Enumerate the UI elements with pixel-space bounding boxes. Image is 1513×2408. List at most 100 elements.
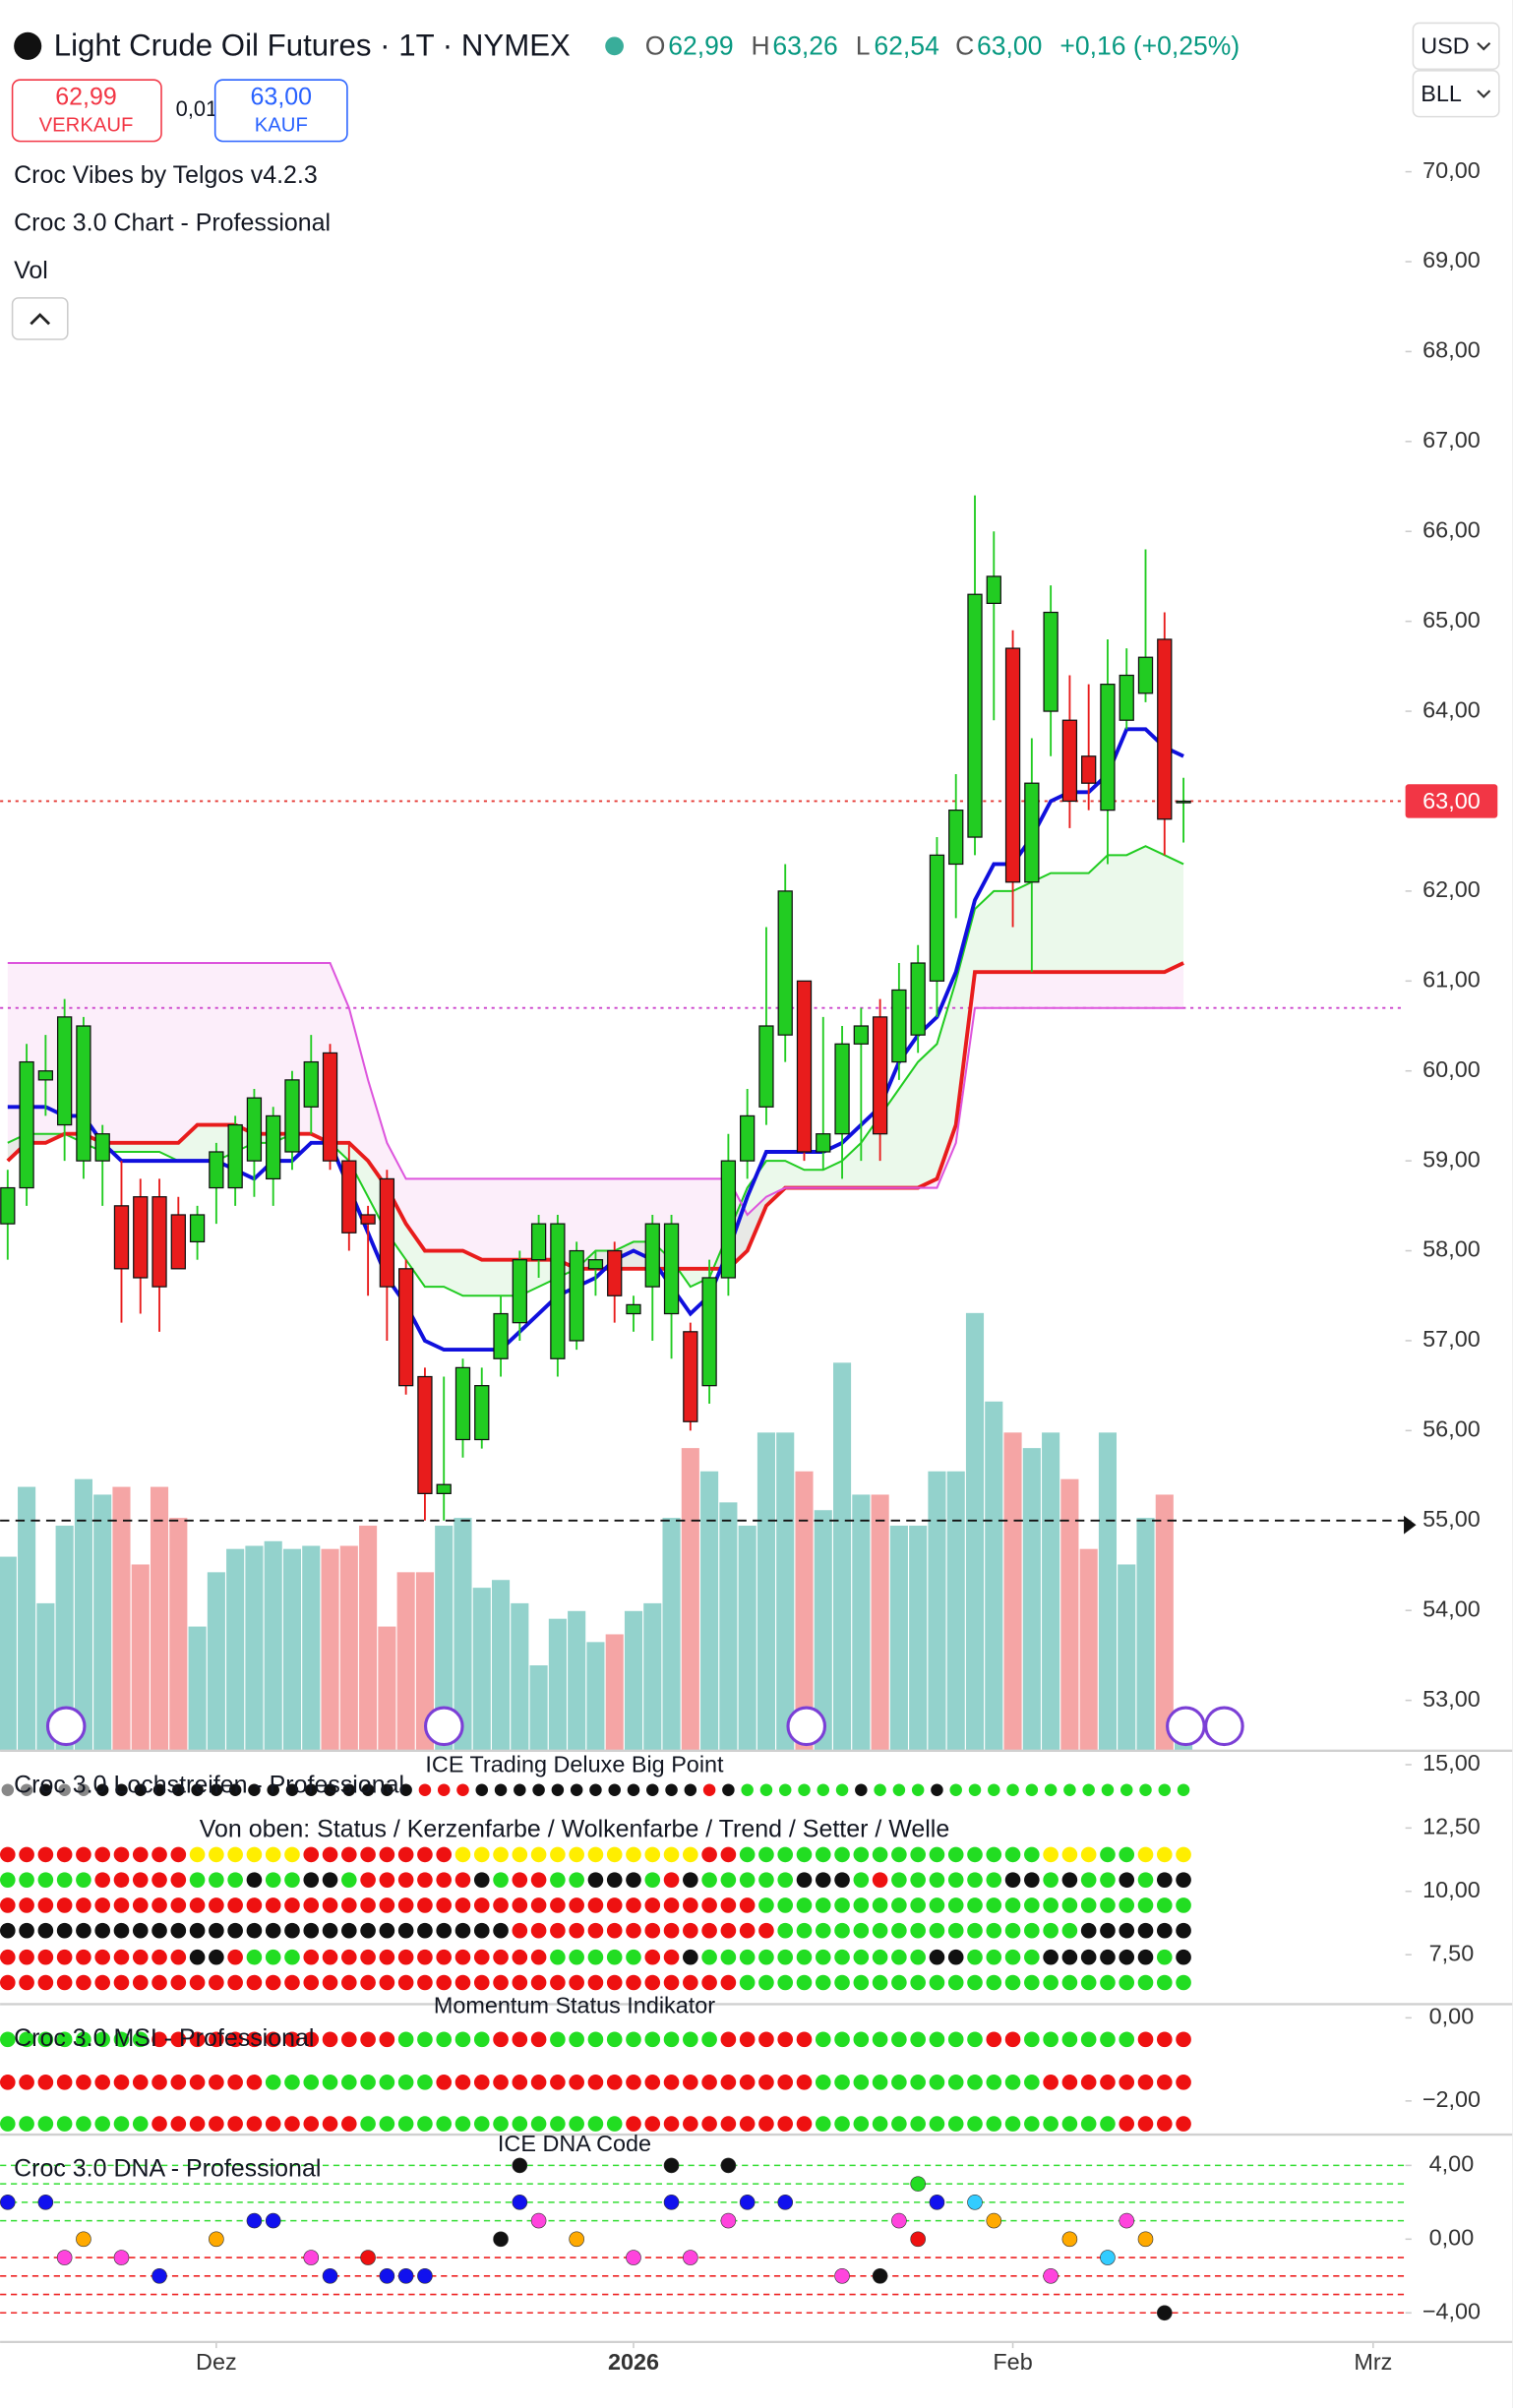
status-dot — [550, 1872, 566, 1888]
status-dot — [1043, 2075, 1059, 2090]
status-dot — [777, 1872, 794, 1888]
status-dot — [132, 1897, 149, 1913]
candle-body — [398, 1268, 414, 1387]
status-dot — [720, 2116, 737, 2132]
status-dot — [76, 1872, 91, 1888]
status-dot — [569, 1949, 584, 1965]
volume-bar — [396, 1572, 415, 1751]
volume-bar — [1098, 1432, 1118, 1751]
status-dot — [872, 1846, 888, 1863]
status-dot — [37, 2116, 54, 2132]
status-dot — [19, 1897, 34, 1913]
status-dot — [626, 2116, 641, 2132]
status-dot — [663, 1922, 680, 1939]
status-dot — [626, 1846, 641, 1863]
volume-bar — [889, 1526, 908, 1751]
status-dot — [1137, 2116, 1154, 2132]
status-dot — [587, 1974, 604, 1991]
dna-dot — [303, 2250, 320, 2265]
candle-body — [56, 1016, 73, 1126]
status-dot — [379, 2031, 395, 2048]
buy-button[interactable] — [213, 79, 348, 143]
volume-bar — [529, 1665, 548, 1751]
status-dot — [644, 1872, 661, 1888]
event-icon[interactable] — [423, 1706, 464, 1747]
status-dot — [796, 1949, 813, 1965]
status-dot — [1119, 1872, 1135, 1888]
price-marker — [1404, 1515, 1417, 1535]
status-dot — [227, 1974, 243, 1991]
volume-bar — [359, 1526, 378, 1751]
y-tick-label: 0,00 — [1429, 2004, 1475, 2029]
status-dot — [929, 1949, 945, 1965]
status-dot — [56, 1872, 73, 1888]
status-dot — [644, 1846, 661, 1863]
status-dot — [587, 1949, 604, 1965]
status-dot — [227, 2075, 243, 2090]
status-dot — [644, 1949, 661, 1965]
status-dot — [94, 1872, 111, 1888]
symbol-logo — [14, 31, 42, 60]
status-dot — [454, 1922, 471, 1939]
status-dot — [56, 1846, 73, 1863]
status-dot — [473, 1897, 490, 1913]
status-dot — [76, 1949, 91, 1965]
event-icon[interactable] — [1166, 1706, 1206, 1747]
status-dot — [569, 1846, 584, 1863]
status-dot — [626, 1922, 641, 1939]
event-icon[interactable] — [45, 1706, 87, 1747]
status-dot — [76, 1846, 91, 1863]
y-tick-label: −4,00 — [1422, 2298, 1481, 2323]
status-dot — [397, 1922, 414, 1939]
unit-select[interactable] — [1412, 70, 1500, 118]
status-dot — [1137, 1897, 1154, 1913]
cloud-fill — [7, 846, 1184, 1296]
unit: BLL — [1421, 81, 1462, 106]
collapse-button[interactable] — [11, 297, 69, 340]
status-dot — [1176, 1897, 1191, 1913]
y-tick-label: 0,00 — [1429, 2225, 1475, 2251]
status-dot — [910, 1897, 926, 1913]
status-dot — [303, 2075, 320, 2090]
x-tick-label: Feb — [993, 2349, 1032, 2375]
event-icon[interactable] — [1204, 1706, 1244, 1747]
volume-bar — [700, 1471, 719, 1751]
status-dot — [891, 1897, 907, 1913]
status-dot — [1063, 1783, 1076, 1796]
candle-body — [1119, 674, 1134, 721]
status-dot — [606, 1949, 623, 1965]
status-dot — [1176, 1974, 1191, 1991]
status-dot — [436, 1922, 453, 1939]
currency-select[interactable] — [1412, 22, 1500, 71]
status-dot — [341, 1897, 357, 1913]
status-dot — [209, 2075, 224, 2090]
status-dot — [0, 1897, 16, 1913]
dna-dot — [910, 2176, 926, 2192]
status-dot — [986, 2116, 1002, 2132]
dna-dot — [1137, 2231, 1154, 2248]
y-tick-label: 67,00 — [1422, 427, 1481, 452]
status-dot — [418, 1783, 432, 1796]
sell-button[interactable] — [11, 79, 162, 143]
status-dot — [530, 1872, 547, 1888]
status-dot — [815, 1897, 831, 1913]
candle-body — [0, 1186, 16, 1225]
y-tick-label: 58,00 — [1422, 1236, 1481, 1262]
status-dot — [929, 1974, 945, 1991]
candle-body — [1176, 800, 1191, 804]
status-dot — [1082, 1783, 1095, 1796]
status-dot — [227, 1949, 243, 1965]
status-dot — [246, 2031, 263, 2048]
status-dot — [683, 1974, 698, 1991]
status-dot — [891, 1922, 907, 1939]
status-dot — [1176, 1922, 1191, 1939]
status-dot — [132, 1846, 149, 1863]
event-icon[interactable] — [786, 1706, 827, 1747]
status-dot — [587, 2075, 604, 2090]
status-dot — [1061, 2116, 1078, 2132]
status-dot — [493, 1872, 509, 1888]
pane-title: Croc 3.0 DNA - Professional — [14, 2155, 321, 2183]
status-dot — [417, 2075, 433, 2090]
volume-bar — [965, 1312, 985, 1751]
status-dot — [530, 2075, 547, 2090]
